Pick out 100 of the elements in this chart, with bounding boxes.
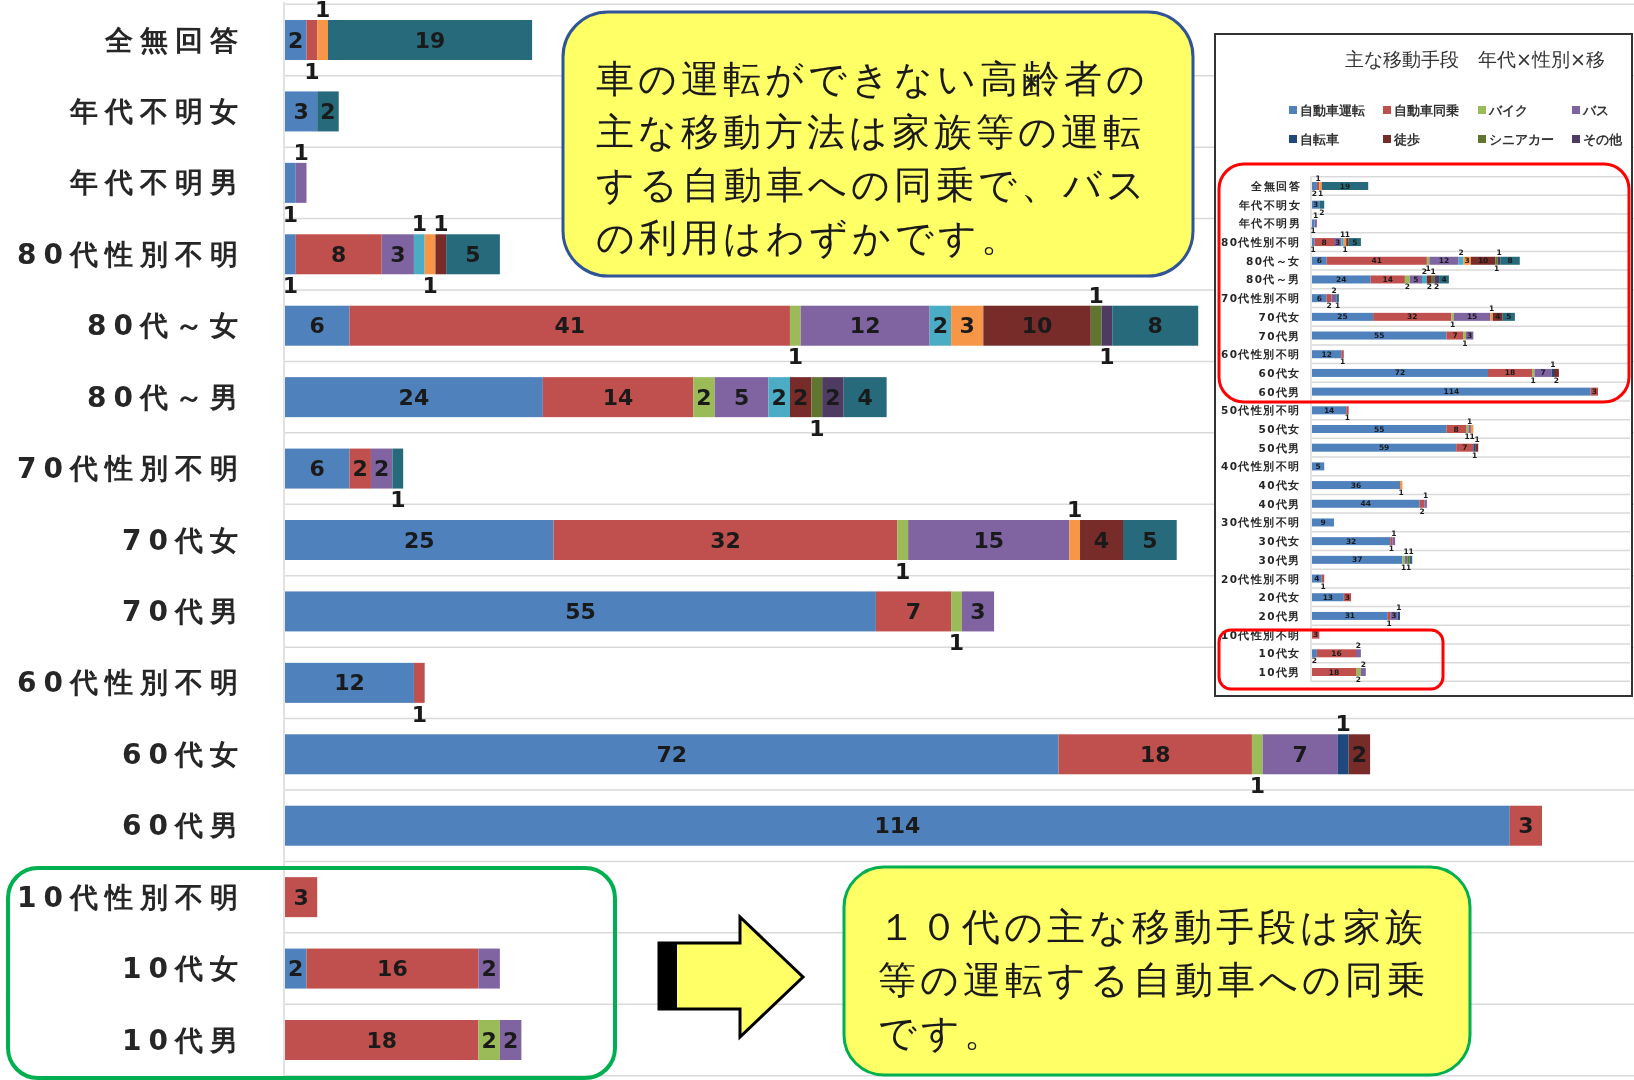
bar <box>285 734 1059 775</box>
bar <box>285 520 554 560</box>
y-tick-label: 70代男 <box>1258 329 1301 342</box>
y-tick-label: 70代性別不明 <box>1220 292 1301 305</box>
bar <box>553 520 898 560</box>
bar <box>1080 520 1123 560</box>
data-label: 55 <box>565 598 596 624</box>
y-tick-label: 60代性別不明 <box>17 666 245 700</box>
data-label: 2 <box>352 456 368 482</box>
data-label: 1 <box>314 0 331 22</box>
data-label: 5 <box>1142 527 1158 553</box>
bar <box>1422 275 1427 284</box>
y-tick-label: 20代性別不明 <box>1220 572 1301 585</box>
bar <box>1312 481 1400 490</box>
data-label: 18 <box>1139 741 1171 767</box>
bar <box>1090 305 1102 346</box>
bar <box>1251 734 1263 775</box>
data-label: 16 <box>377 956 408 982</box>
y-tick-label: 20代男 <box>1258 609 1301 622</box>
y-tick-label: 10代男 <box>1258 666 1301 678</box>
data-label: 6 <box>309 456 325 482</box>
y-tick-label: 40代性別不明 <box>1220 460 1301 473</box>
y-tick-label: 40代男 <box>1258 497 1301 510</box>
bar <box>1312 182 1317 190</box>
data-label: 2 <box>374 456 390 482</box>
bar <box>1101 305 1113 346</box>
data-label: 2 <box>320 98 336 124</box>
data-label: 2 <box>932 313 949 339</box>
annotation: 車の運転ができない高齢者の主な移動方法は家族等の運転する自動車への同乗で、バスの利用はわずかです。 <box>596 57 1149 260</box>
data-label: 2 <box>696 384 712 410</box>
data-label: 2 <box>481 1027 497 1053</box>
data-label: 32 <box>710 527 741 553</box>
bar <box>1312 537 1391 546</box>
bar <box>435 234 447 275</box>
data-label: 114 <box>874 813 921 839</box>
bar <box>1534 368 1552 377</box>
data-label: 12 <box>849 313 881 339</box>
bar <box>1373 312 1452 321</box>
y-tick-label: 年代不明女 <box>1237 198 1301 211</box>
data-label: 2 <box>481 956 497 982</box>
y-tick-label: 60代女 <box>1258 366 1301 379</box>
data-label: 5 <box>733 384 750 410</box>
bar <box>1312 443 1457 452</box>
data-label: 8 <box>331 241 347 267</box>
y-tick-label: 60代女 <box>122 737 245 771</box>
data-label: 2 <box>771 384 787 410</box>
data-label: 3 <box>970 598 986 624</box>
bar <box>1346 406 1349 415</box>
bar <box>1356 649 1361 658</box>
bar <box>1069 520 1081 560</box>
bar <box>306 20 318 60</box>
bar <box>843 377 887 418</box>
data-label: 25 <box>403 527 435 553</box>
data-label: 1 <box>1088 282 1104 308</box>
bar <box>1312 611 1388 620</box>
data-label: 3 <box>390 241 406 267</box>
data-label: 3 <box>293 98 309 124</box>
data-label: 1 <box>1249 772 1265 798</box>
data-label: 6 <box>309 313 325 339</box>
data-label: 1 <box>304 58 320 84</box>
y-tick-label: 60代男 <box>1258 385 1301 398</box>
data-label: 1 <box>282 201 299 227</box>
legend-label: バス <box>1582 102 1609 118</box>
data-label: 1 <box>895 558 911 584</box>
bar <box>1404 275 1410 284</box>
bar <box>285 805 1510 846</box>
bar <box>811 377 823 418</box>
bar <box>875 591 952 632</box>
data-label: 1 <box>1099 344 1115 370</box>
data-label: 4 <box>857 384 873 410</box>
bar <box>1312 368 1488 377</box>
bar <box>413 662 425 703</box>
bar <box>1424 499 1427 508</box>
data-label: 7 <box>905 598 922 624</box>
bar <box>285 305 350 346</box>
bar <box>1058 734 1252 775</box>
bar <box>285 591 876 632</box>
data-label: 1 <box>809 415 825 441</box>
y-tick-label: 30代性別不明 <box>1220 516 1301 529</box>
data-label: 1 <box>390 487 406 513</box>
data-label: 1 <box>293 139 309 165</box>
bar <box>1112 305 1199 346</box>
bar <box>951 591 962 632</box>
data-label: 1 <box>787 344 803 370</box>
bar <box>285 234 296 275</box>
bar <box>413 234 425 275</box>
data-label: 1 <box>433 211 449 237</box>
data-label: 5 <box>465 241 481 267</box>
data-label: 1 <box>948 630 965 656</box>
bar <box>446 234 500 275</box>
bar <box>1312 555 1403 564</box>
y-tick-label: 50代性別不明 <box>1220 404 1301 417</box>
bar <box>1336 294 1339 303</box>
y-tick-label: 80代性別不明 <box>17 237 245 271</box>
legend-label: 自動車同乗 <box>1394 102 1459 118</box>
y-tick-label: 60代男 <box>122 809 245 843</box>
data-label: 2 <box>288 27 304 53</box>
bar <box>1326 294 1332 303</box>
bar <box>1434 275 1440 284</box>
y-tick-label: 60代性別不明 <box>1220 348 1301 361</box>
